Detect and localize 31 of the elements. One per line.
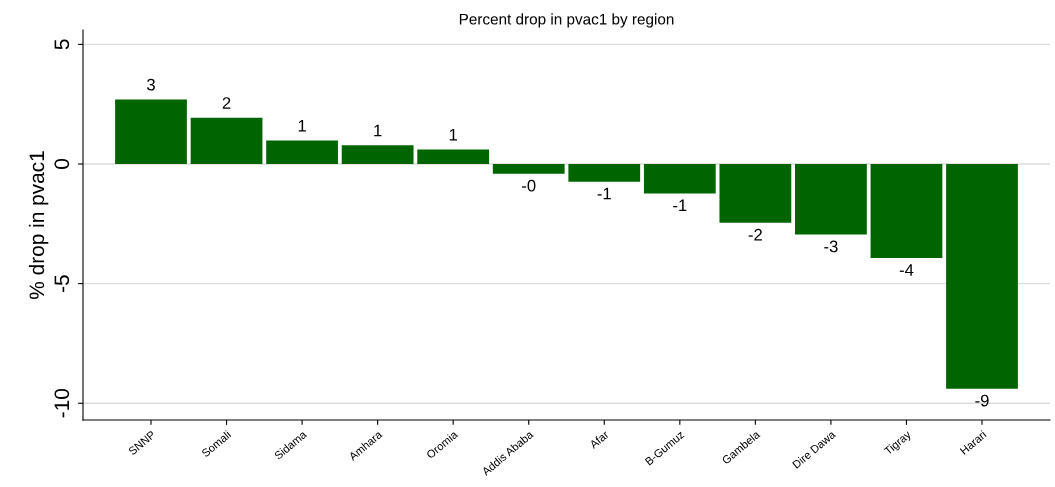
chart-title: Percent drop in pvac1 by region <box>459 13 674 28</box>
data-label: -0 <box>522 179 536 192</box>
bar <box>719 163 792 223</box>
y-tick-label: 5 <box>54 39 70 50</box>
data-label: -1 <box>597 187 611 200</box>
bar <box>266 140 338 164</box>
data-label: -4 <box>899 264 914 276</box>
bar <box>795 163 867 235</box>
bar <box>643 163 716 194</box>
bar <box>417 149 490 164</box>
data-label: 1 <box>298 120 306 132</box>
y-axis-title: % drop in pvac1 <box>28 151 49 299</box>
data-label: 1 <box>449 128 457 141</box>
y-tick-label: -5 <box>54 275 70 292</box>
bar <box>341 145 414 164</box>
bar <box>190 117 263 164</box>
data-label: 1 <box>374 124 382 137</box>
y-tick-label: -10 <box>54 389 70 418</box>
data-label: 3 <box>146 78 155 91</box>
data-label: -2 <box>748 228 762 241</box>
data-label: -9 <box>975 394 989 407</box>
bar <box>492 163 565 174</box>
bar <box>115 99 187 164</box>
data-label: 2 <box>222 97 231 109</box>
bar <box>568 163 641 182</box>
x-tick-label: Afar <box>588 429 610 450</box>
bar <box>946 163 1018 389</box>
y-tick-label: 0 <box>54 159 70 169</box>
bar <box>870 163 943 259</box>
data-label: -3 <box>824 240 838 253</box>
data-label: -1 <box>673 199 687 212</box>
